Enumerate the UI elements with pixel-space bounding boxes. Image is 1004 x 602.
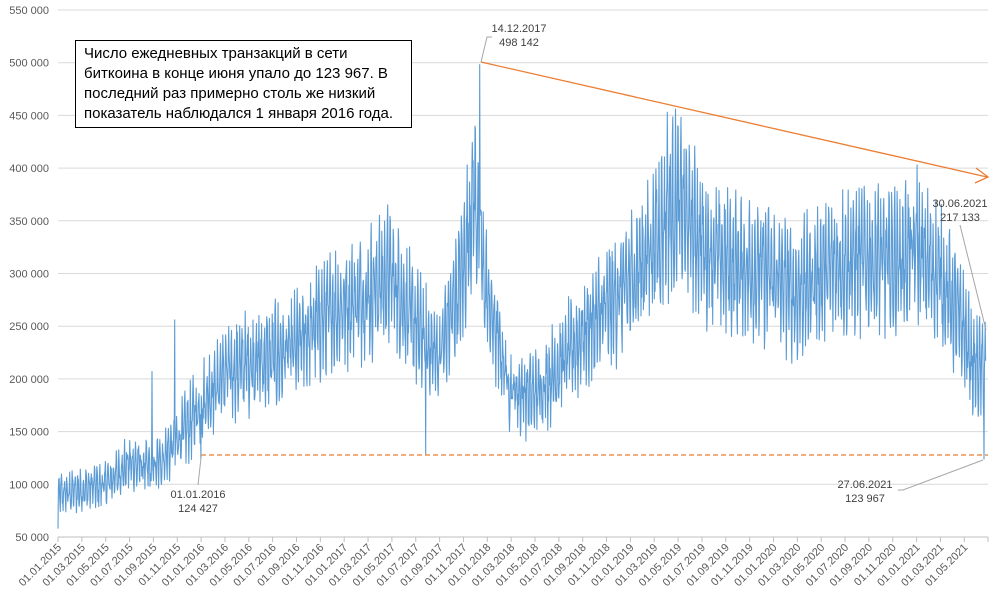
low2021-value-label: 123 967 xyxy=(845,493,885,505)
y-tick-label: 250 000 xyxy=(9,321,49,333)
last-leader-line xyxy=(959,224,987,331)
low2016-date-label: 01.01.2016 xyxy=(170,489,225,501)
low2021-date-label: 27.06.2021 xyxy=(837,479,892,491)
y-tick-label: 100 000 xyxy=(9,479,49,491)
y-tick-label: 350 000 xyxy=(9,216,49,228)
low2016-leader-line xyxy=(197,457,202,486)
y-tick-label: 550 000 xyxy=(9,5,49,17)
y-tick-label: 200 000 xyxy=(9,374,49,386)
y-tick-label: 500 000 xyxy=(9,58,49,70)
last-value-label: 217 133 xyxy=(940,212,980,224)
y-axis: 50 000 100 000 150 000 200 000 250 000 300 00… xyxy=(9,5,49,544)
trend-arrow xyxy=(480,61,990,184)
annotation-note-box: Число ежедневных транзакций в сети битко… xyxy=(75,40,412,128)
peak-value-label: 498 142 xyxy=(499,37,539,49)
y-tick-label: 400 000 xyxy=(9,163,49,175)
low2016-value-label: 124 427 xyxy=(178,503,218,515)
transactions-series-line xyxy=(57,64,987,529)
y-tick-label: 300 000 xyxy=(9,269,49,281)
y-tick-label: 50 000 xyxy=(15,532,49,544)
y-tick-label: 150 000 xyxy=(9,427,49,439)
last-date-label: 30.06.2021 xyxy=(932,198,987,210)
low2021-leader-line xyxy=(898,459,984,491)
peak-date-label: 14.12.2017 xyxy=(491,23,546,35)
x-axis: 01.01.201501.03.201501.05.201501.07.2015… xyxy=(17,537,989,589)
peak-leader-line xyxy=(480,36,492,63)
y-tick-label: 450 000 xyxy=(9,110,49,122)
